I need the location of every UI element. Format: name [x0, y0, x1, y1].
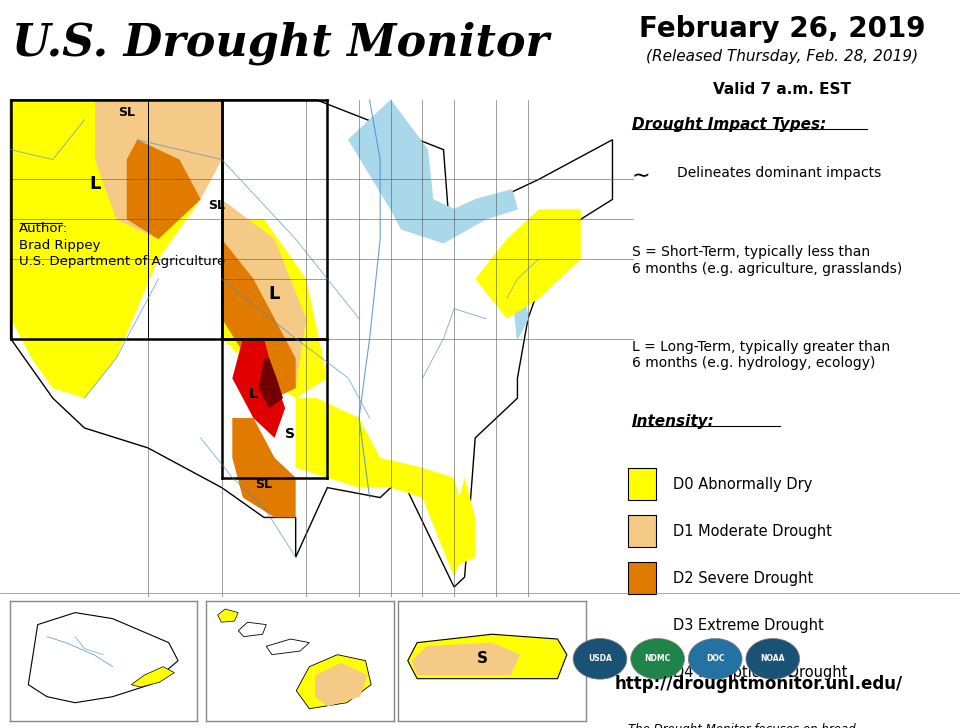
Text: L: L — [269, 285, 280, 303]
Text: S: S — [285, 427, 296, 441]
Text: Drought Impact Types:: Drought Impact Types: — [632, 116, 826, 132]
Polygon shape — [513, 289, 528, 339]
Text: U.S. Drought Monitor: U.S. Drought Monitor — [12, 22, 549, 66]
Text: L: L — [249, 387, 258, 401]
Bar — [628, 562, 656, 595]
Polygon shape — [95, 100, 222, 239]
Polygon shape — [259, 358, 283, 408]
Text: S = Short-Term, typically less than
6 months (e.g. agriculture, grasslands): S = Short-Term, typically less than 6 mo… — [632, 245, 902, 276]
Polygon shape — [11, 100, 222, 398]
Text: Brad Rippey: Brad Rippey — [19, 239, 101, 252]
Text: February 26, 2019: February 26, 2019 — [639, 15, 925, 43]
Text: SL: SL — [208, 199, 225, 213]
Text: S: S — [486, 652, 498, 670]
Bar — [628, 609, 656, 641]
Polygon shape — [29, 612, 179, 703]
Text: http://droughtmonitor.unl.edu/: http://droughtmonitor.unl.edu/ — [614, 676, 902, 693]
Bar — [628, 468, 656, 500]
Text: Author:: Author: — [19, 222, 68, 235]
Text: (Released Thursday, Feb. 28, 2019): (Released Thursday, Feb. 28, 2019) — [646, 49, 919, 64]
Text: D3 Extreme Drought: D3 Extreme Drought — [673, 618, 824, 633]
Polygon shape — [296, 398, 470, 577]
Text: D4 Exceptional Drought: D4 Exceptional Drought — [673, 665, 848, 680]
Polygon shape — [238, 622, 266, 636]
Polygon shape — [454, 478, 475, 567]
Polygon shape — [297, 654, 372, 709]
Bar — [628, 657, 656, 689]
Text: USDA: USDA — [588, 654, 612, 663]
Polygon shape — [412, 643, 520, 675]
Polygon shape — [475, 209, 581, 319]
Polygon shape — [232, 418, 296, 518]
Text: The Drought Monitor focuses on broad-
scale conditions. Local conditions may
var: The Drought Monitor focuses on broad- sc… — [628, 723, 880, 728]
Polygon shape — [222, 239, 296, 398]
Polygon shape — [127, 140, 201, 239]
Text: NOAA: NOAA — [760, 654, 785, 663]
Polygon shape — [232, 339, 285, 438]
Text: ∼: ∼ — [632, 166, 650, 186]
Text: DOC: DOC — [706, 654, 725, 663]
Polygon shape — [222, 199, 306, 388]
Text: L = Long-Term, typically greater than
6 months (e.g. hydrology, ecology): L = Long-Term, typically greater than 6 … — [632, 339, 890, 370]
Text: U.S. Department of Agriculture: U.S. Department of Agriculture — [19, 255, 226, 268]
Polygon shape — [408, 634, 566, 678]
Text: D0 Abnormally Dry: D0 Abnormally Dry — [673, 477, 812, 492]
Polygon shape — [218, 609, 238, 622]
Polygon shape — [132, 667, 175, 687]
Polygon shape — [266, 639, 309, 654]
Text: SL: SL — [118, 106, 135, 119]
Text: SL: SL — [255, 478, 273, 491]
Polygon shape — [348, 100, 517, 243]
Polygon shape — [11, 100, 612, 587]
Text: S: S — [477, 651, 488, 666]
Text: Delineates dominant impacts: Delineates dominant impacts — [677, 166, 881, 181]
Text: L: L — [89, 175, 101, 194]
Text: Intensity:: Intensity: — [632, 414, 714, 429]
Polygon shape — [222, 219, 327, 398]
Polygon shape — [315, 663, 368, 706]
Text: Valid 7 a.m. EST: Valid 7 a.m. EST — [713, 82, 852, 97]
Text: D2 Severe Drought: D2 Severe Drought — [673, 571, 813, 586]
Text: D1 Moderate Drought: D1 Moderate Drought — [673, 524, 832, 539]
Bar — [628, 515, 656, 547]
Text: NDMC: NDMC — [644, 654, 671, 663]
